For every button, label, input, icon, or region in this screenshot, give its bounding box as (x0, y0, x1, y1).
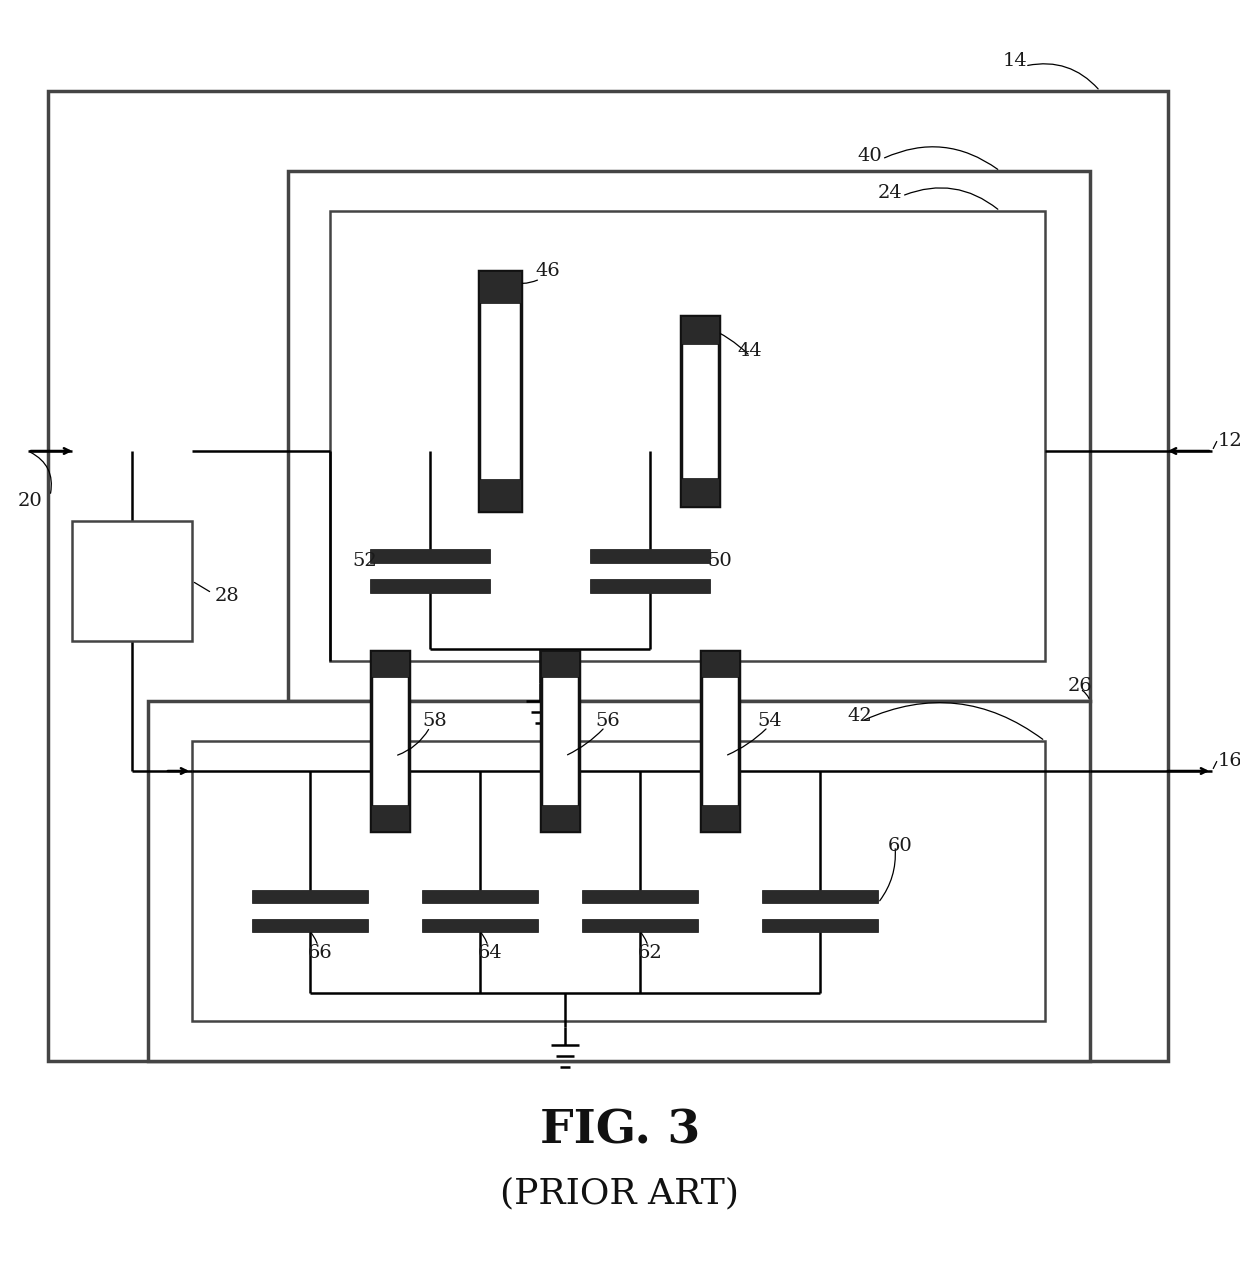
Text: 56: 56 (595, 712, 620, 730)
Text: 62: 62 (637, 944, 662, 962)
Bar (763, 890, 878, 903)
Bar (681, 478, 719, 506)
Bar (252, 919, 368, 932)
Text: 24: 24 (878, 184, 903, 202)
Text: 60: 60 (888, 837, 913, 855)
Bar (371, 651, 409, 677)
Text: 66: 66 (308, 944, 332, 962)
Bar (288, 171, 1090, 701)
Bar (681, 317, 719, 344)
Bar (371, 805, 409, 831)
Bar (422, 919, 538, 932)
Text: 28: 28 (215, 588, 239, 605)
Bar (479, 479, 521, 511)
Bar (763, 919, 878, 932)
Text: 52: 52 (352, 552, 377, 570)
Text: 16: 16 (1218, 752, 1240, 770)
Text: 46: 46 (536, 262, 560, 280)
Text: 12: 12 (1218, 433, 1240, 450)
Bar (681, 317, 719, 506)
Bar (541, 651, 579, 677)
Bar (582, 919, 698, 932)
Bar (541, 805, 579, 831)
Bar (582, 890, 698, 903)
Bar (330, 211, 1045, 661)
Text: 40: 40 (858, 148, 883, 165)
Bar (701, 651, 739, 831)
Text: 14: 14 (1003, 52, 1028, 71)
Text: 64: 64 (477, 944, 502, 962)
Bar (72, 521, 192, 641)
Bar (701, 651, 739, 677)
Text: (PRIOR ART): (PRIOR ART) (501, 1177, 739, 1211)
Bar (701, 805, 739, 831)
Bar (370, 549, 490, 562)
Text: 20: 20 (19, 492, 42, 509)
Bar (370, 579, 490, 593)
Bar (48, 91, 1168, 1061)
Bar (422, 890, 538, 903)
Bar (148, 701, 1090, 1061)
Bar (371, 651, 409, 831)
Bar (192, 741, 1045, 1021)
Text: 42: 42 (848, 707, 873, 725)
Bar (252, 890, 368, 903)
Bar (590, 549, 711, 562)
Text: 54: 54 (758, 712, 782, 730)
Text: 26: 26 (1068, 677, 1092, 695)
Text: 50: 50 (708, 552, 733, 570)
Bar (479, 271, 521, 511)
Bar (541, 651, 579, 831)
Text: FIG. 3: FIG. 3 (539, 1108, 701, 1154)
Bar (590, 579, 711, 593)
Text: 44: 44 (738, 342, 763, 359)
Text: 58: 58 (423, 712, 448, 730)
Bar (479, 271, 521, 303)
